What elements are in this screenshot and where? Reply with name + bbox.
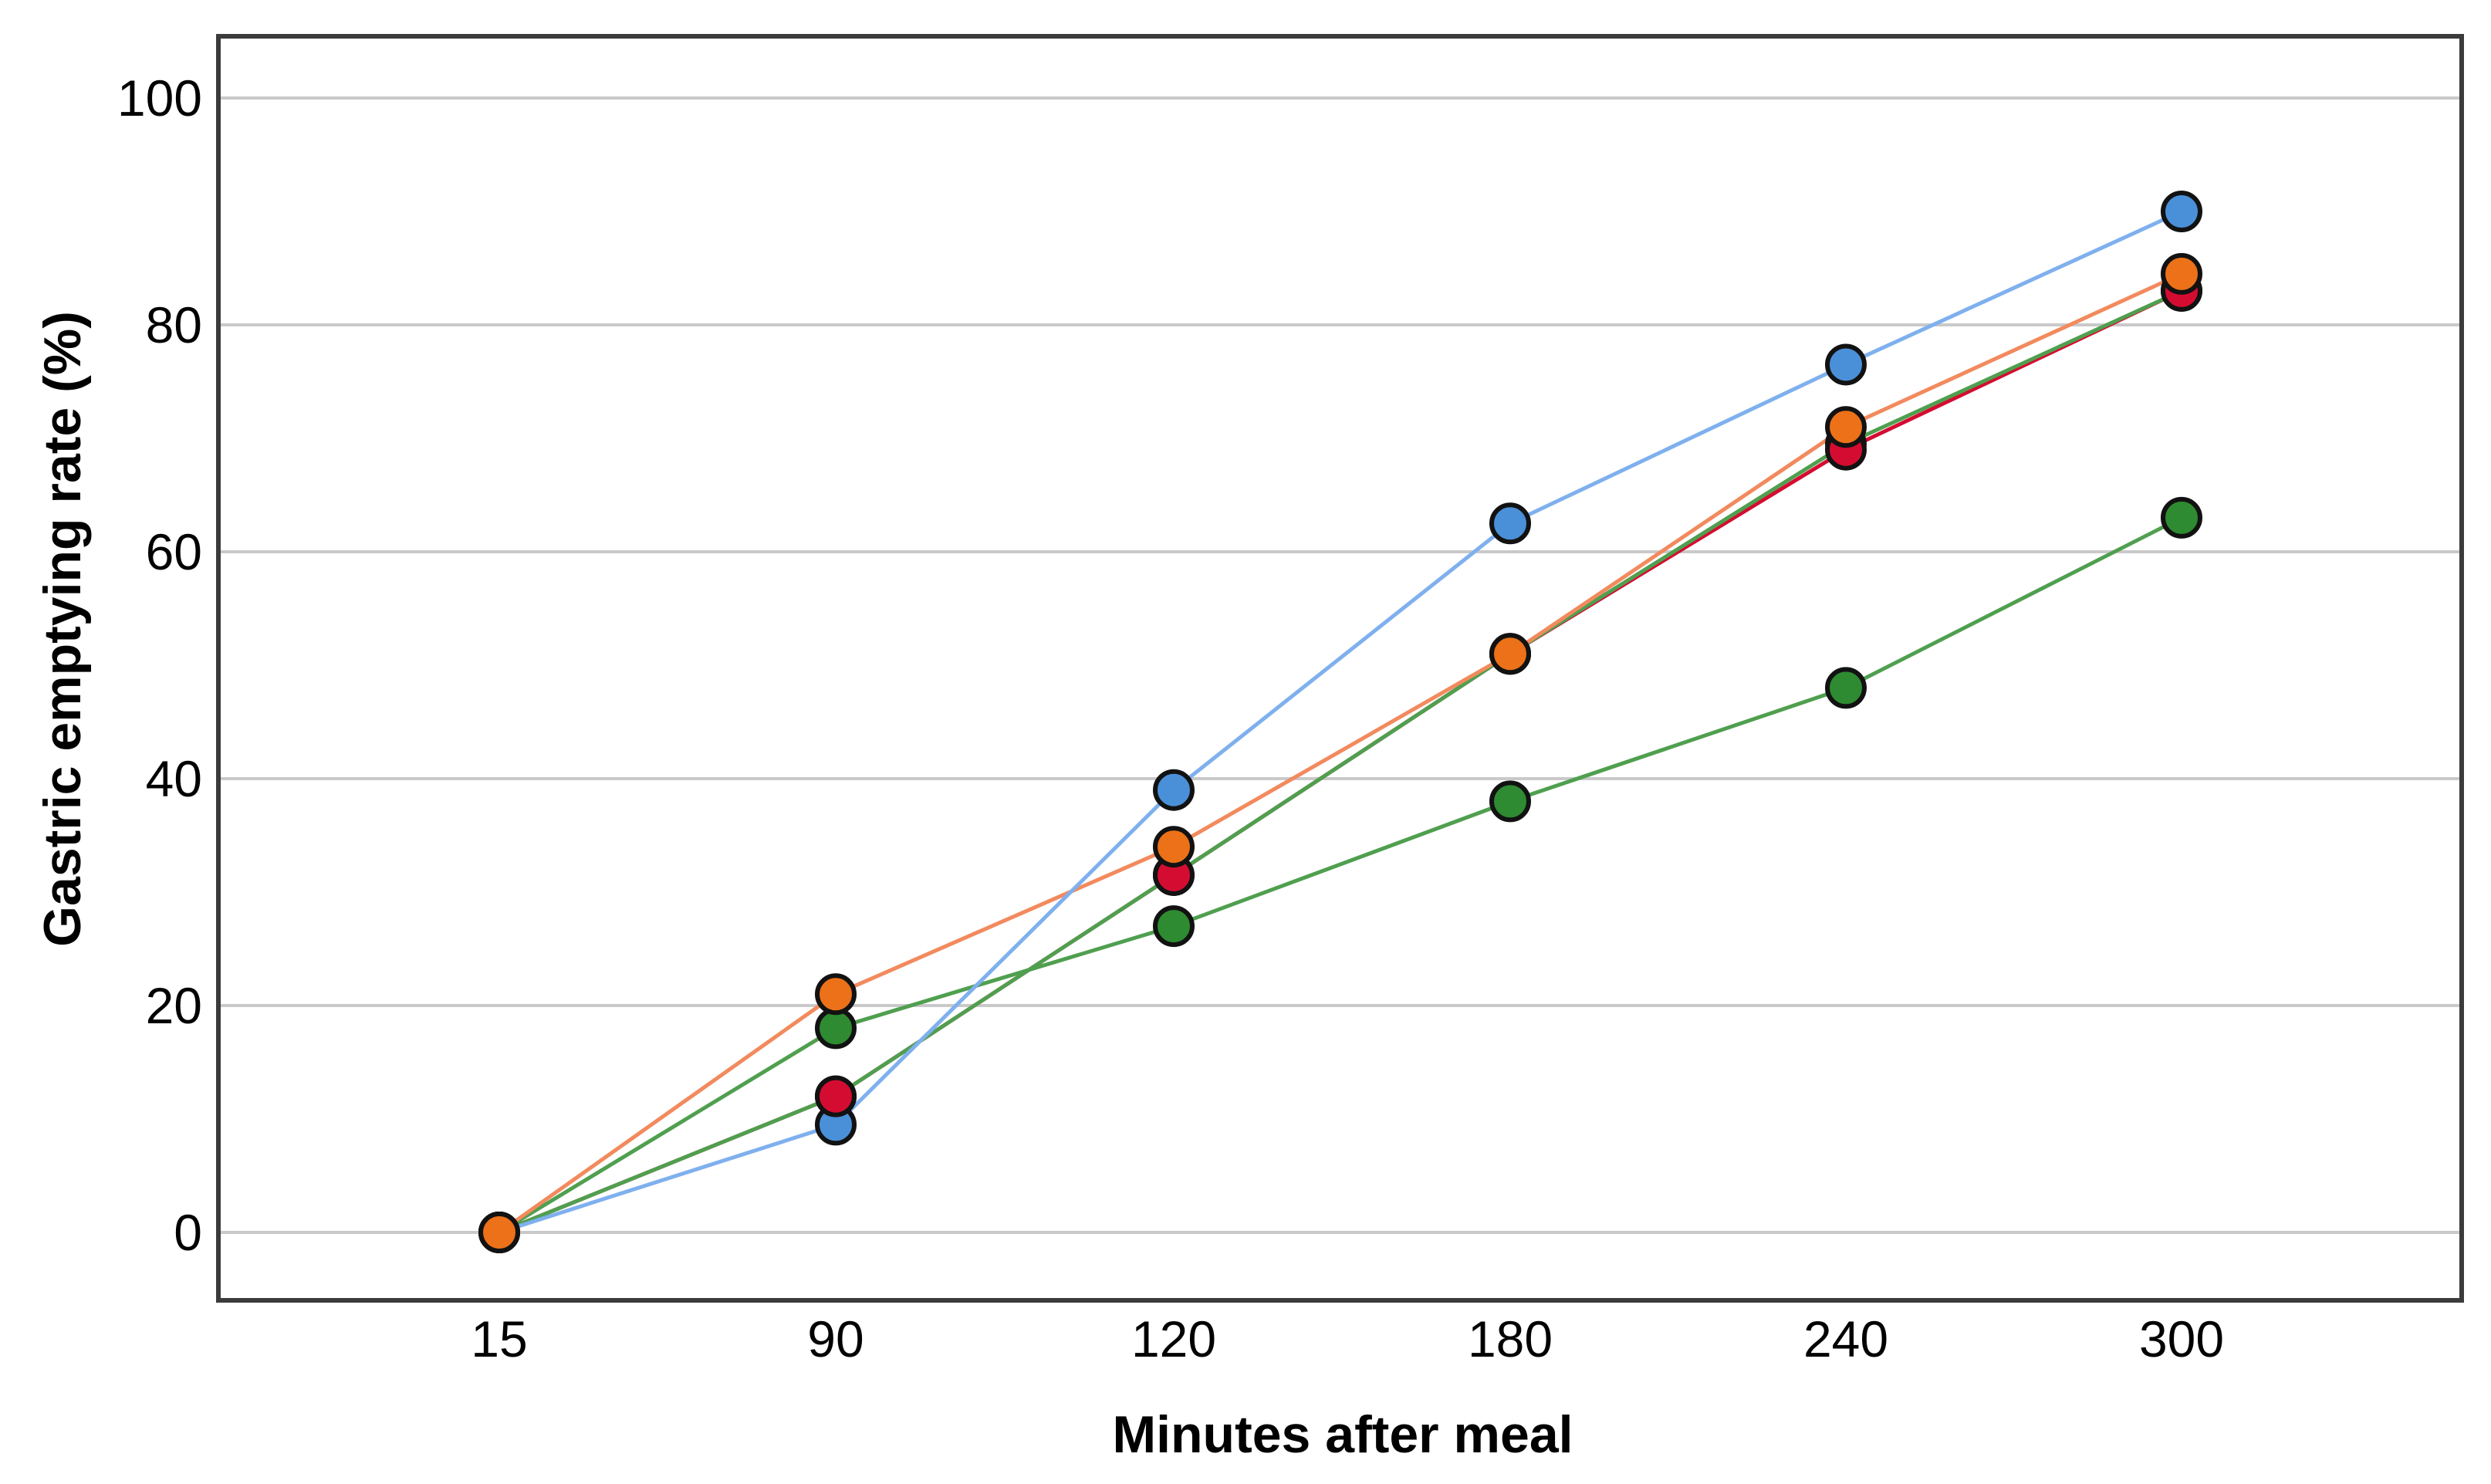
green-series-lower-marker bbox=[1825, 667, 1867, 709]
orange-series-line bbox=[497, 272, 2184, 1235]
x-tick-label-300: 300 bbox=[2139, 1310, 2224, 1367]
plot-border bbox=[216, 34, 2464, 1303]
green-series-lower-marker bbox=[1153, 905, 1195, 948]
red-series-marker bbox=[815, 1075, 857, 1117]
x-axis-title: Minutes after meal bbox=[1112, 1405, 1573, 1464]
blue-series-marker bbox=[1489, 502, 1531, 545]
green-series-upper-line bbox=[497, 289, 2184, 1235]
y-tick-label-100: 100 bbox=[117, 69, 202, 127]
green-series-lower-marker bbox=[2161, 496, 2202, 539]
orange-series-marker bbox=[1825, 406, 1867, 448]
blue-series-marker bbox=[1153, 769, 1195, 811]
orange-series-marker bbox=[1489, 633, 1531, 675]
y-tick-label-0: 0 bbox=[174, 1204, 202, 1261]
blue-series-marker bbox=[2161, 191, 2202, 232]
orange-series-marker bbox=[1153, 826, 1195, 868]
y-tick-label-60: 60 bbox=[146, 523, 202, 580]
orange-series-marker bbox=[2161, 252, 2202, 295]
orange-series-marker bbox=[815, 973, 857, 1016]
plot-area: 0 20 40 60 80 100 15 90 120 180 240 300 bbox=[117, 34, 2464, 1367]
green-series-lower-line bbox=[497, 516, 2184, 1235]
y-tick-label-80: 80 bbox=[146, 296, 202, 353]
x-tick-label-180: 180 bbox=[1468, 1310, 1553, 1367]
blue-series-marker bbox=[1825, 343, 1867, 386]
y-tick-label-40: 40 bbox=[146, 750, 202, 807]
series-markers bbox=[478, 191, 2202, 1253]
series-lines bbox=[497, 209, 2184, 1235]
x-tick-label-90: 90 bbox=[807, 1310, 864, 1367]
green-series-lower-marker bbox=[815, 1007, 857, 1050]
green-series-lower-marker bbox=[1489, 780, 1531, 823]
blue-series-line bbox=[497, 209, 2184, 1235]
y-tick-label-20: 20 bbox=[146, 977, 202, 1034]
red-series-line bbox=[497, 289, 2184, 1235]
x-tick-label-15: 15 bbox=[471, 1310, 527, 1367]
x-tick-labels: 15 90 120 180 240 300 bbox=[471, 1310, 2224, 1367]
orange-series-marker bbox=[478, 1212, 520, 1253]
y-tick-labels: 0 20 40 60 80 100 bbox=[117, 69, 202, 1261]
x-tick-label-240: 240 bbox=[1803, 1310, 1888, 1367]
gridlines bbox=[218, 96, 2462, 1234]
x-tick-label-120: 120 bbox=[1131, 1310, 1216, 1367]
y-axis-title: Gastric emptying rate (%) bbox=[33, 311, 92, 947]
